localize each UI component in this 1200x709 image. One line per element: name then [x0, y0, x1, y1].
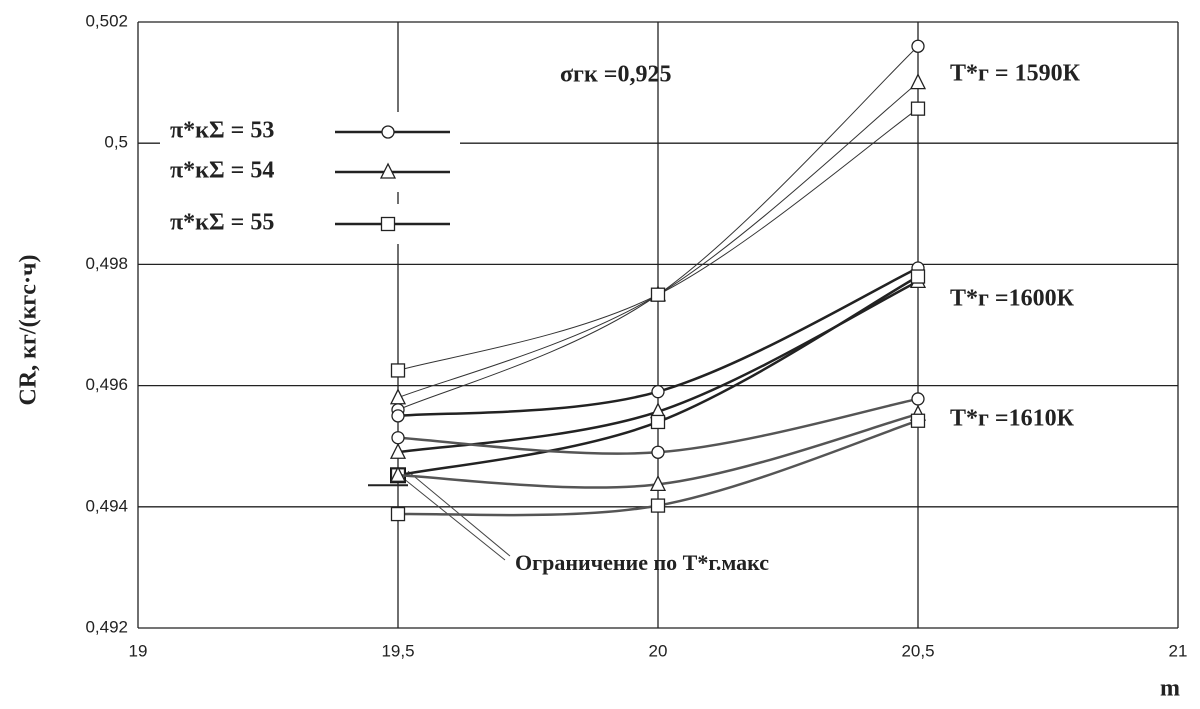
data-point	[910, 101, 926, 116]
x-tick-label: 21	[1169, 641, 1188, 660]
data-point	[911, 39, 925, 53]
annotation: σгк =0,925	[560, 62, 671, 88]
legend-label: π*кΣ = 55	[170, 210, 274, 236]
data-point	[649, 474, 667, 492]
y-tick-label: 0,492	[85, 617, 128, 636]
legend-marker	[381, 125, 395, 139]
data-point	[911, 392, 925, 406]
y-axis-label: CR, кг/(кгс·ч)	[16, 255, 42, 406]
data-point	[650, 414, 666, 430]
data-point	[389, 388, 407, 405]
x-tick-label: 20	[649, 641, 668, 660]
data-point	[910, 269, 926, 284]
y-tick-label: 0,5	[104, 133, 128, 152]
data-point	[651, 385, 665, 399]
x-axis-label: m	[1160, 676, 1180, 702]
y-tick-label: 0,502	[85, 11, 128, 30]
data-point	[389, 442, 407, 459]
group-label: T*г =1610К	[950, 406, 1075, 432]
x-tick-label: 20,5	[901, 641, 934, 660]
legend-marker	[380, 216, 396, 232]
limit-label: Ограничение по T*г.макс	[515, 550, 769, 575]
data-point	[389, 465, 407, 482]
legend-label: π*кΣ = 54	[170, 158, 274, 184]
y-tick-label: 0,498	[85, 254, 128, 273]
data-point	[651, 445, 665, 459]
data-point	[650, 498, 666, 513]
data-point	[390, 363, 406, 378]
group-label: T*г = 1590К	[950, 61, 1081, 87]
data-point	[910, 413, 926, 428]
data-point	[909, 73, 927, 90]
data-point	[650, 287, 666, 302]
legend-marker	[379, 162, 397, 179]
x-tick-label: 19	[129, 641, 148, 660]
pointer	[401, 476, 506, 561]
x-tick-label: 19,5	[381, 641, 414, 660]
data-point	[391, 409, 405, 423]
y-tick-label: 0,494	[85, 496, 128, 515]
group-label: T*г =1600К	[950, 286, 1075, 312]
data-point	[391, 431, 405, 445]
legend-label: π*кΣ = 53	[170, 118, 274, 144]
y-tick-label: 0,496	[85, 375, 128, 394]
data-point	[390, 506, 406, 522]
